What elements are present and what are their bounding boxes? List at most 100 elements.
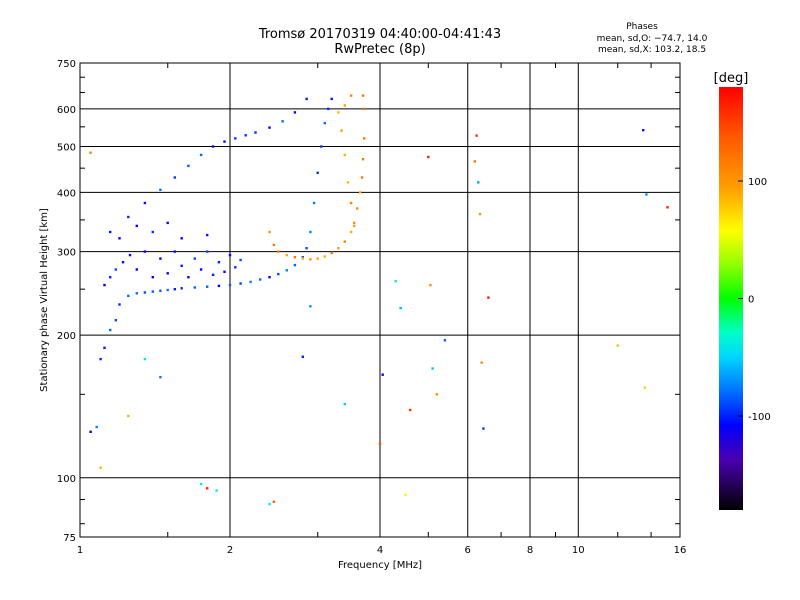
data-point bbox=[118, 303, 121, 306]
data-point bbox=[206, 250, 209, 253]
y-tick-label: 600 bbox=[57, 105, 76, 116]
data-point bbox=[301, 355, 304, 358]
data-point bbox=[166, 221, 169, 225]
data-point bbox=[135, 224, 138, 228]
y-tick-label: 400 bbox=[57, 188, 76, 199]
data-point bbox=[143, 291, 147, 294]
data-point bbox=[666, 206, 669, 209]
data-point bbox=[293, 263, 297, 267]
data-point bbox=[234, 137, 237, 140]
data-point bbox=[199, 153, 203, 157]
data-point bbox=[215, 489, 218, 492]
y-tick-label: 100 bbox=[57, 474, 76, 485]
data-point bbox=[443, 339, 447, 342]
x-tick-label: 16 bbox=[674, 545, 687, 556]
data-point bbox=[330, 97, 333, 101]
data-point bbox=[277, 272, 280, 276]
data-point bbox=[645, 193, 648, 196]
y-tick-label: 200 bbox=[57, 331, 76, 342]
data-point bbox=[173, 288, 176, 291]
x-tick-label: 4 bbox=[377, 545, 383, 556]
data-point bbox=[305, 247, 308, 250]
data-point bbox=[166, 288, 169, 292]
data-point bbox=[143, 357, 147, 361]
data-point bbox=[301, 256, 304, 259]
data-point bbox=[316, 257, 319, 260]
data-point bbox=[343, 402, 346, 406]
y-tick-label: 300 bbox=[57, 248, 76, 259]
data-point bbox=[211, 145, 215, 148]
data-point bbox=[103, 346, 106, 349]
data-point bbox=[135, 292, 138, 295]
plot-area: 1 2 4 6 8 10 16 75 100 200 300 400 500 600 750 bbox=[57, 59, 686, 556]
data-point bbox=[293, 256, 297, 259]
data-point bbox=[159, 257, 162, 260]
data-point bbox=[166, 272, 169, 275]
data-point bbox=[143, 250, 147, 253]
data-point bbox=[151, 276, 154, 279]
chart-subtitle: RwPretec (8p) bbox=[334, 42, 425, 57]
data-point bbox=[109, 328, 112, 332]
data-point bbox=[642, 129, 645, 132]
data-point bbox=[99, 466, 102, 469]
data-point bbox=[109, 276, 112, 279]
data-point bbox=[268, 502, 271, 506]
data-point bbox=[109, 230, 112, 234]
data-point bbox=[477, 181, 480, 184]
colorbar-ticks: 100 0 -100 bbox=[738, 177, 771, 423]
data-point bbox=[180, 287, 183, 290]
data-point bbox=[268, 276, 271, 279]
data-point bbox=[359, 191, 362, 194]
data-point bbox=[343, 153, 346, 157]
data-point bbox=[223, 140, 226, 143]
data-point bbox=[427, 155, 430, 159]
data-point bbox=[254, 131, 257, 134]
data-point bbox=[127, 294, 130, 298]
data-point bbox=[228, 253, 232, 257]
data-point bbox=[151, 230, 154, 234]
data-point bbox=[305, 97, 308, 101]
data-point bbox=[159, 188, 162, 191]
data-point bbox=[127, 215, 130, 219]
data-point bbox=[159, 289, 162, 292]
data-point bbox=[285, 253, 288, 257]
data-point bbox=[301, 257, 304, 260]
data-point bbox=[217, 284, 221, 288]
data-point bbox=[244, 134, 247, 137]
data-point bbox=[409, 408, 412, 412]
data-point bbox=[349, 201, 353, 205]
data-point bbox=[431, 367, 434, 370]
data-point bbox=[249, 280, 252, 284]
data-point bbox=[268, 126, 271, 129]
data-point bbox=[399, 306, 402, 310]
data-point bbox=[323, 121, 326, 125]
data-point bbox=[285, 269, 288, 272]
data-point bbox=[217, 261, 221, 264]
data-point bbox=[356, 207, 359, 210]
data-point bbox=[281, 120, 284, 123]
x-tick-label: 1 bbox=[77, 545, 83, 556]
data-point bbox=[89, 430, 92, 433]
x-axis-label: Frequency [MHz] bbox=[338, 560, 422, 571]
data-point bbox=[223, 270, 226, 273]
data-point bbox=[643, 386, 646, 389]
data-point bbox=[363, 107, 366, 111]
data-point bbox=[143, 201, 147, 205]
x-axis-ticks: 1 2 4 6 8 10 16 bbox=[77, 63, 687, 556]
data-point bbox=[159, 376, 162, 379]
data-point bbox=[337, 111, 340, 114]
data-point bbox=[114, 319, 117, 322]
data-point bbox=[309, 258, 312, 261]
data-point bbox=[363, 137, 366, 140]
data-point bbox=[180, 237, 183, 240]
data-point bbox=[135, 268, 138, 271]
data-point bbox=[99, 357, 102, 361]
phases-o-stats: mean, sd,O: −74.7, 14.0 bbox=[597, 34, 708, 44]
data-point bbox=[349, 94, 353, 97]
colorbar-label: [deg] bbox=[714, 71, 749, 86]
phase-colorbar: [deg] 100 0 -100 bbox=[714, 71, 771, 510]
data-points bbox=[89, 94, 669, 506]
data-point bbox=[121, 261, 125, 264]
data-point bbox=[89, 151, 92, 154]
x-tick-label: 10 bbox=[572, 545, 585, 556]
